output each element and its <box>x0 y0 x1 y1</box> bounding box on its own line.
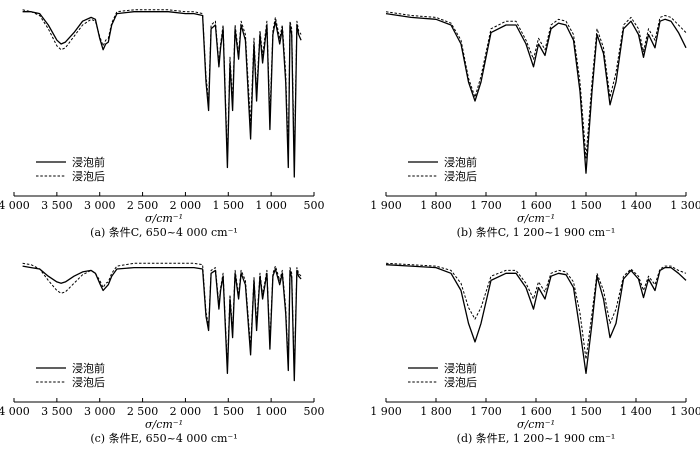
x-tick-label: 1 900 <box>370 199 402 212</box>
x-tick-label: 1 400 <box>620 199 652 212</box>
x-tick-label: 3 500 <box>41 405 73 418</box>
x-axis-label: σ/cm⁻¹ <box>517 418 555 431</box>
x-tick-label: 2 500 <box>127 199 159 212</box>
panel-caption: (c) 条件E, 650~4 000 cm⁻¹ <box>90 431 237 445</box>
x-tick-label: 1 500 <box>570 405 602 418</box>
chart-panel-a: 4 000 3 500 3 000 2 500 2 000 1 500 1 000 500 σ/… <box>0 9 325 239</box>
series-line-after-soak <box>22 262 302 374</box>
x-tick-label: 1 700 <box>470 199 502 212</box>
chart-panel-c: 4 000 3 500 3 000 2 500 2 000 1 500 1 000 500 σ/… <box>0 262 325 445</box>
x-tick-label: 1 000 <box>255 405 287 418</box>
x-tick-label: 1 500 <box>213 405 245 418</box>
x-tick-label: 1 500 <box>570 199 602 212</box>
legend-label: 浸泡后 <box>444 375 477 389</box>
x-tick-label: 3 500 <box>41 199 73 212</box>
legend-label: 浸泡前 <box>444 361 477 375</box>
panel-caption: (a) 条件C, 650~4 000 cm⁻¹ <box>90 225 238 239</box>
x-tick-label: 1 900 <box>370 405 402 418</box>
legend-label: 浸泡前 <box>444 155 477 169</box>
legend-label: 浸泡后 <box>72 375 105 389</box>
series-line-after-soak <box>385 262 687 360</box>
x-tick-label: 1 800 <box>420 199 452 212</box>
x-tick-label: 1 600 <box>520 199 552 212</box>
x-tick-label: 2 000 <box>170 199 202 212</box>
x-tick-label: 1 600 <box>520 405 552 418</box>
series-line-after-soak <box>385 11 687 159</box>
chart-panel-b: 1 900 1 800 1 700 1 600 1 500 1 400 1 300 σ/cm⁻… <box>370 11 700 239</box>
x-tick-label: 1 400 <box>620 405 652 418</box>
x-tick-label: 1 300 <box>670 199 700 212</box>
series-line-before-soak <box>385 264 687 375</box>
x-tick-label: 2 000 <box>170 405 202 418</box>
x-tick-label: 1 800 <box>420 405 452 418</box>
legend-label: 浸泡前 <box>72 155 105 169</box>
panel-caption: (d) 条件E, 1 200~1 900 cm⁻¹ <box>457 431 616 445</box>
legend-label: 浸泡前 <box>72 361 105 375</box>
x-tick-label: 3 000 <box>84 405 116 418</box>
x-axis-label: σ/cm⁻¹ <box>145 212 183 225</box>
x-tick-label: 2 500 <box>127 405 159 418</box>
x-tick-label: 500 <box>304 405 325 418</box>
x-tick-label: 1 000 <box>255 199 287 212</box>
chart-panel-d: 1 900 1 800 1 700 1 600 1 500 1 400 1 300 σ/cm⁻… <box>370 262 700 445</box>
x-axis-label: σ/cm⁻¹ <box>517 212 555 225</box>
series-line-before-soak <box>385 12 687 174</box>
x-tick-label: 4 000 <box>0 405 30 418</box>
x-tick-label: 500 <box>304 199 325 212</box>
x-tick-label: 4 000 <box>0 199 30 212</box>
x-tick-label: 1 700 <box>470 405 502 418</box>
legend-label: 浸泡后 <box>444 169 477 183</box>
x-tick-label: 1 500 <box>213 199 245 212</box>
x-axis-label: σ/cm⁻¹ <box>145 418 183 431</box>
x-tick-label: 3 000 <box>84 199 116 212</box>
x-tick-label: 1 300 <box>670 405 700 418</box>
legend-label: 浸泡后 <box>72 169 105 183</box>
panel-caption: (b) 条件C, 1 200~1 900 cm⁻¹ <box>457 225 616 239</box>
series-line-after-soak <box>22 9 302 163</box>
